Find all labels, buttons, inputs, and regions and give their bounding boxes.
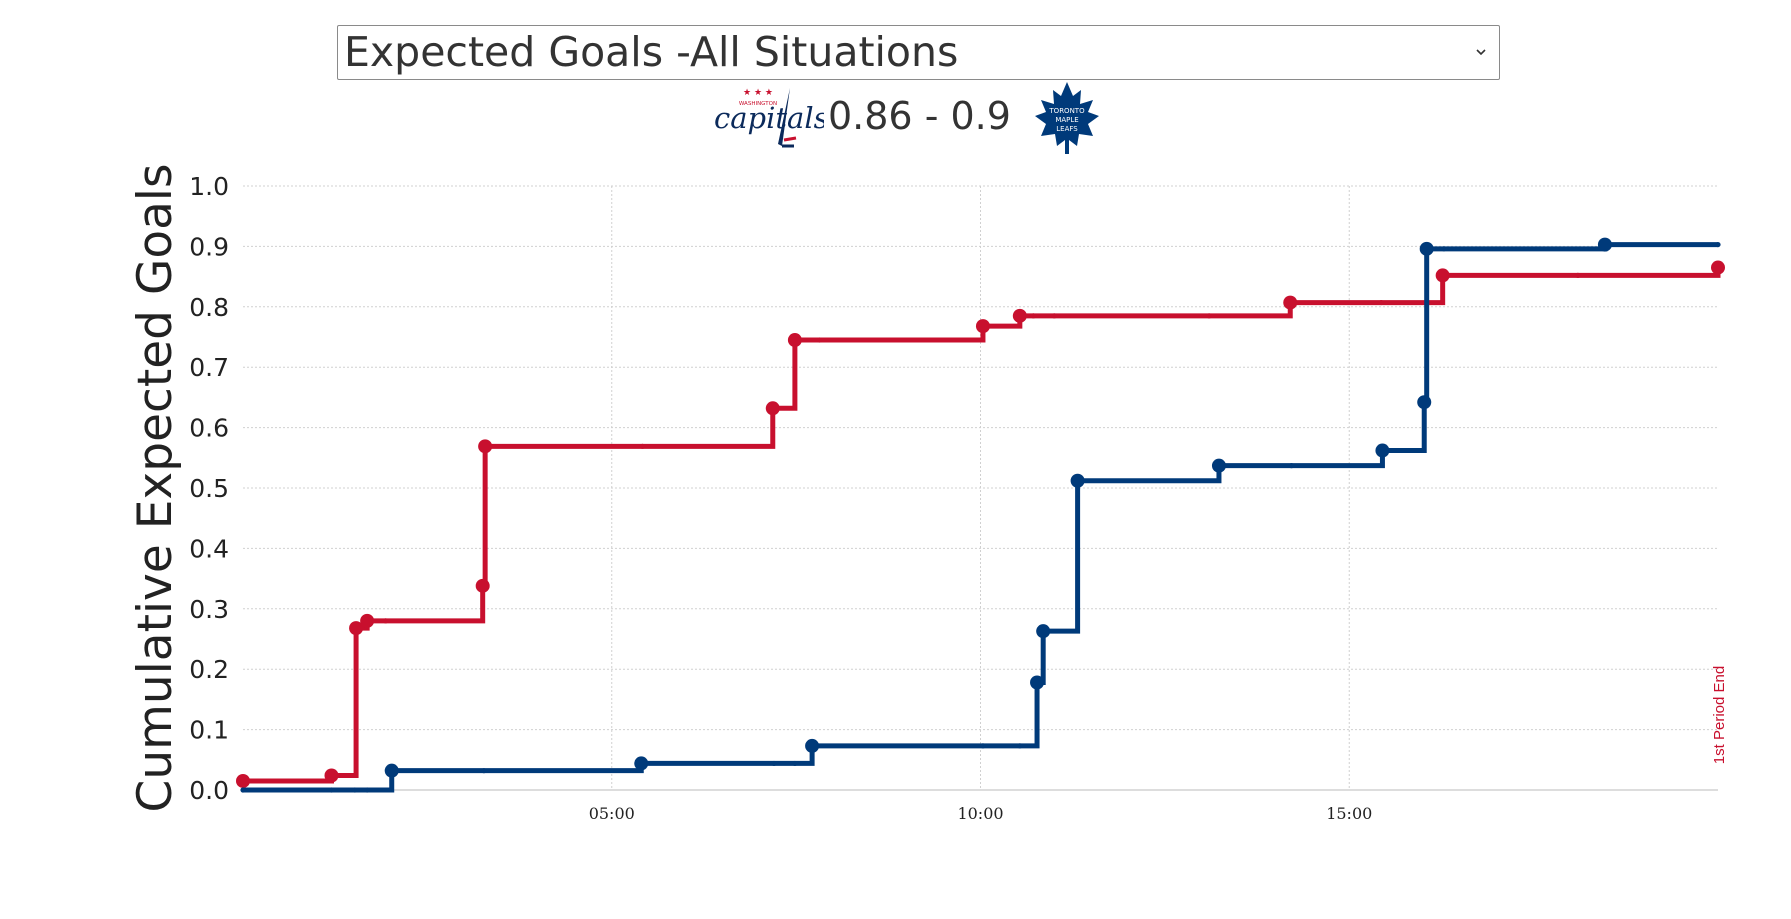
leafs-minor-shot-marker [792, 760, 798, 767]
x-tick-label: 15:00 [1326, 804, 1372, 823]
leafs-logo-line-3: LEAFS [1056, 125, 1078, 133]
y-tick-label: 0.8 [189, 293, 229, 322]
score-text: 0.86 - 0.9 [828, 94, 1011, 138]
capitals-minor-shot-marker [639, 443, 646, 449]
leafs-shot-marker [1036, 624, 1051, 639]
capitals-shot-marker [360, 613, 375, 628]
x-tick-label: 10:00 [957, 804, 1003, 823]
xg-chart: 0.0 0.1 0.2 0.3 0.4 0.5 0.6 0.7 0.8 0.9 1.0 05:00 1… [128, 164, 1728, 823]
capitals-minor-shot-marker [1030, 313, 1036, 319]
leafs-shot-marker [384, 763, 399, 778]
capitals-logo-wordmark: capitals [714, 101, 824, 135]
capitals-shot-marker [236, 773, 250, 788]
leafs-shot-marker [634, 756, 649, 771]
x-tick-label: 05:00 [589, 804, 635, 823]
y-axis-label: Cumulative Expected Goals [128, 164, 183, 813]
scoreboard: ★ ★ ★ WASHINGTON capitals 0.86 - 0.9 TOR… [0, 78, 1791, 158]
x-tick-labels: 05:00 10:00 15:00 [589, 804, 1373, 823]
y-tick-label: 0.2 [189, 655, 229, 684]
y-tick-label: 0.5 [189, 474, 229, 503]
leafs-minor-shot-marker [980, 743, 986, 749]
leafs-minor-shot-marker [1715, 241, 1721, 248]
capitals-shot-marker [1711, 260, 1725, 275]
leafs-minor-shot-marker [352, 787, 358, 793]
leafs-shot-marker [1211, 458, 1226, 473]
y-tick-label: 0.7 [189, 353, 229, 382]
y-tick-label: 0.1 [189, 716, 229, 745]
capitals-minor-shot-marker [382, 618, 389, 624]
leafs-shot-marker [1375, 443, 1390, 458]
capitals-shot-marker [1435, 268, 1450, 283]
capitals-logo-small-text: WASHINGTON [739, 101, 777, 107]
y-tick-label: 0.3 [189, 595, 229, 624]
leafs-minor-shot-marker [481, 768, 487, 774]
leafs-logo-line-2: MAPLE [1055, 116, 1078, 124]
capitals-shot-marker [478, 439, 493, 454]
capitals-shot-marker [349, 621, 364, 636]
capitals-shot-marker [765, 401, 780, 416]
leafs-shot-marker [1030, 675, 1045, 690]
capitals-minor-shot-marker [1051, 313, 1057, 319]
leafs-minor-shot-marker [1288, 463, 1295, 469]
metric-dropdown-value: Expected Goals -All Situations [344, 28, 959, 76]
leafs-minor-shot-marker [771, 760, 777, 767]
capitals-minor-shot-marker [1206, 313, 1212, 319]
period-end-annotation: 1st Period End [1711, 666, 1728, 764]
series-markers [236, 237, 1725, 793]
y-tick-label: 0.0 [189, 776, 229, 805]
capitals-shot-marker [324, 768, 339, 783]
y-tick-label: 0.4 [189, 534, 229, 563]
leafs-minor-shot-marker [1441, 246, 1447, 252]
leafs-logo-line-1: TORONTO [1048, 107, 1085, 115]
leafs-minor-shot-marker [364, 787, 370, 793]
capitals-shot-marker [1012, 308, 1027, 323]
capitals-shot-marker [475, 578, 490, 593]
chevron-down-icon [1476, 49, 1486, 56]
capitals-minor-shot-marker [1575, 272, 1581, 278]
leafs-minor-shot-marker [240, 787, 246, 793]
y-tick-labels: 0.0 0.1 0.2 0.3 0.4 0.5 0.6 0.7 0.8 0.9 1.0 [189, 172, 229, 805]
y-tick-label: 1.0 [189, 172, 229, 201]
y-tick-label: 0.9 [189, 232, 229, 261]
metric-dropdown[interactable]: Expected Goals -All Situations [337, 25, 1500, 80]
leafs-minor-shot-marker [328, 787, 335, 793]
leafs-shot-marker [805, 738, 820, 753]
capitals-shot-marker [975, 319, 990, 334]
maple-leaf-logo: TORONTO MAPLE LEAFS [1035, 82, 1099, 154]
capitals-logo: ★ ★ ★ WASHINGTON capitals [714, 88, 824, 148]
leafs-shot-marker [1417, 395, 1432, 410]
leafs-shot-marker [1070, 473, 1085, 488]
capitals-shot-marker [787, 333, 802, 348]
capitals-minor-shot-marker [816, 337, 823, 343]
capitals-shot-marker [1283, 295, 1298, 310]
svg-text:★ ★ ★: ★ ★ ★ [743, 88, 773, 98]
leafs-shot-marker [1597, 237, 1612, 252]
leafs-shot-marker [1419, 241, 1434, 256]
capitals-minor-shot-marker [1378, 299, 1384, 306]
y-tick-label: 0.6 [189, 414, 229, 443]
leafs-minor-shot-marker [1017, 743, 1023, 749]
